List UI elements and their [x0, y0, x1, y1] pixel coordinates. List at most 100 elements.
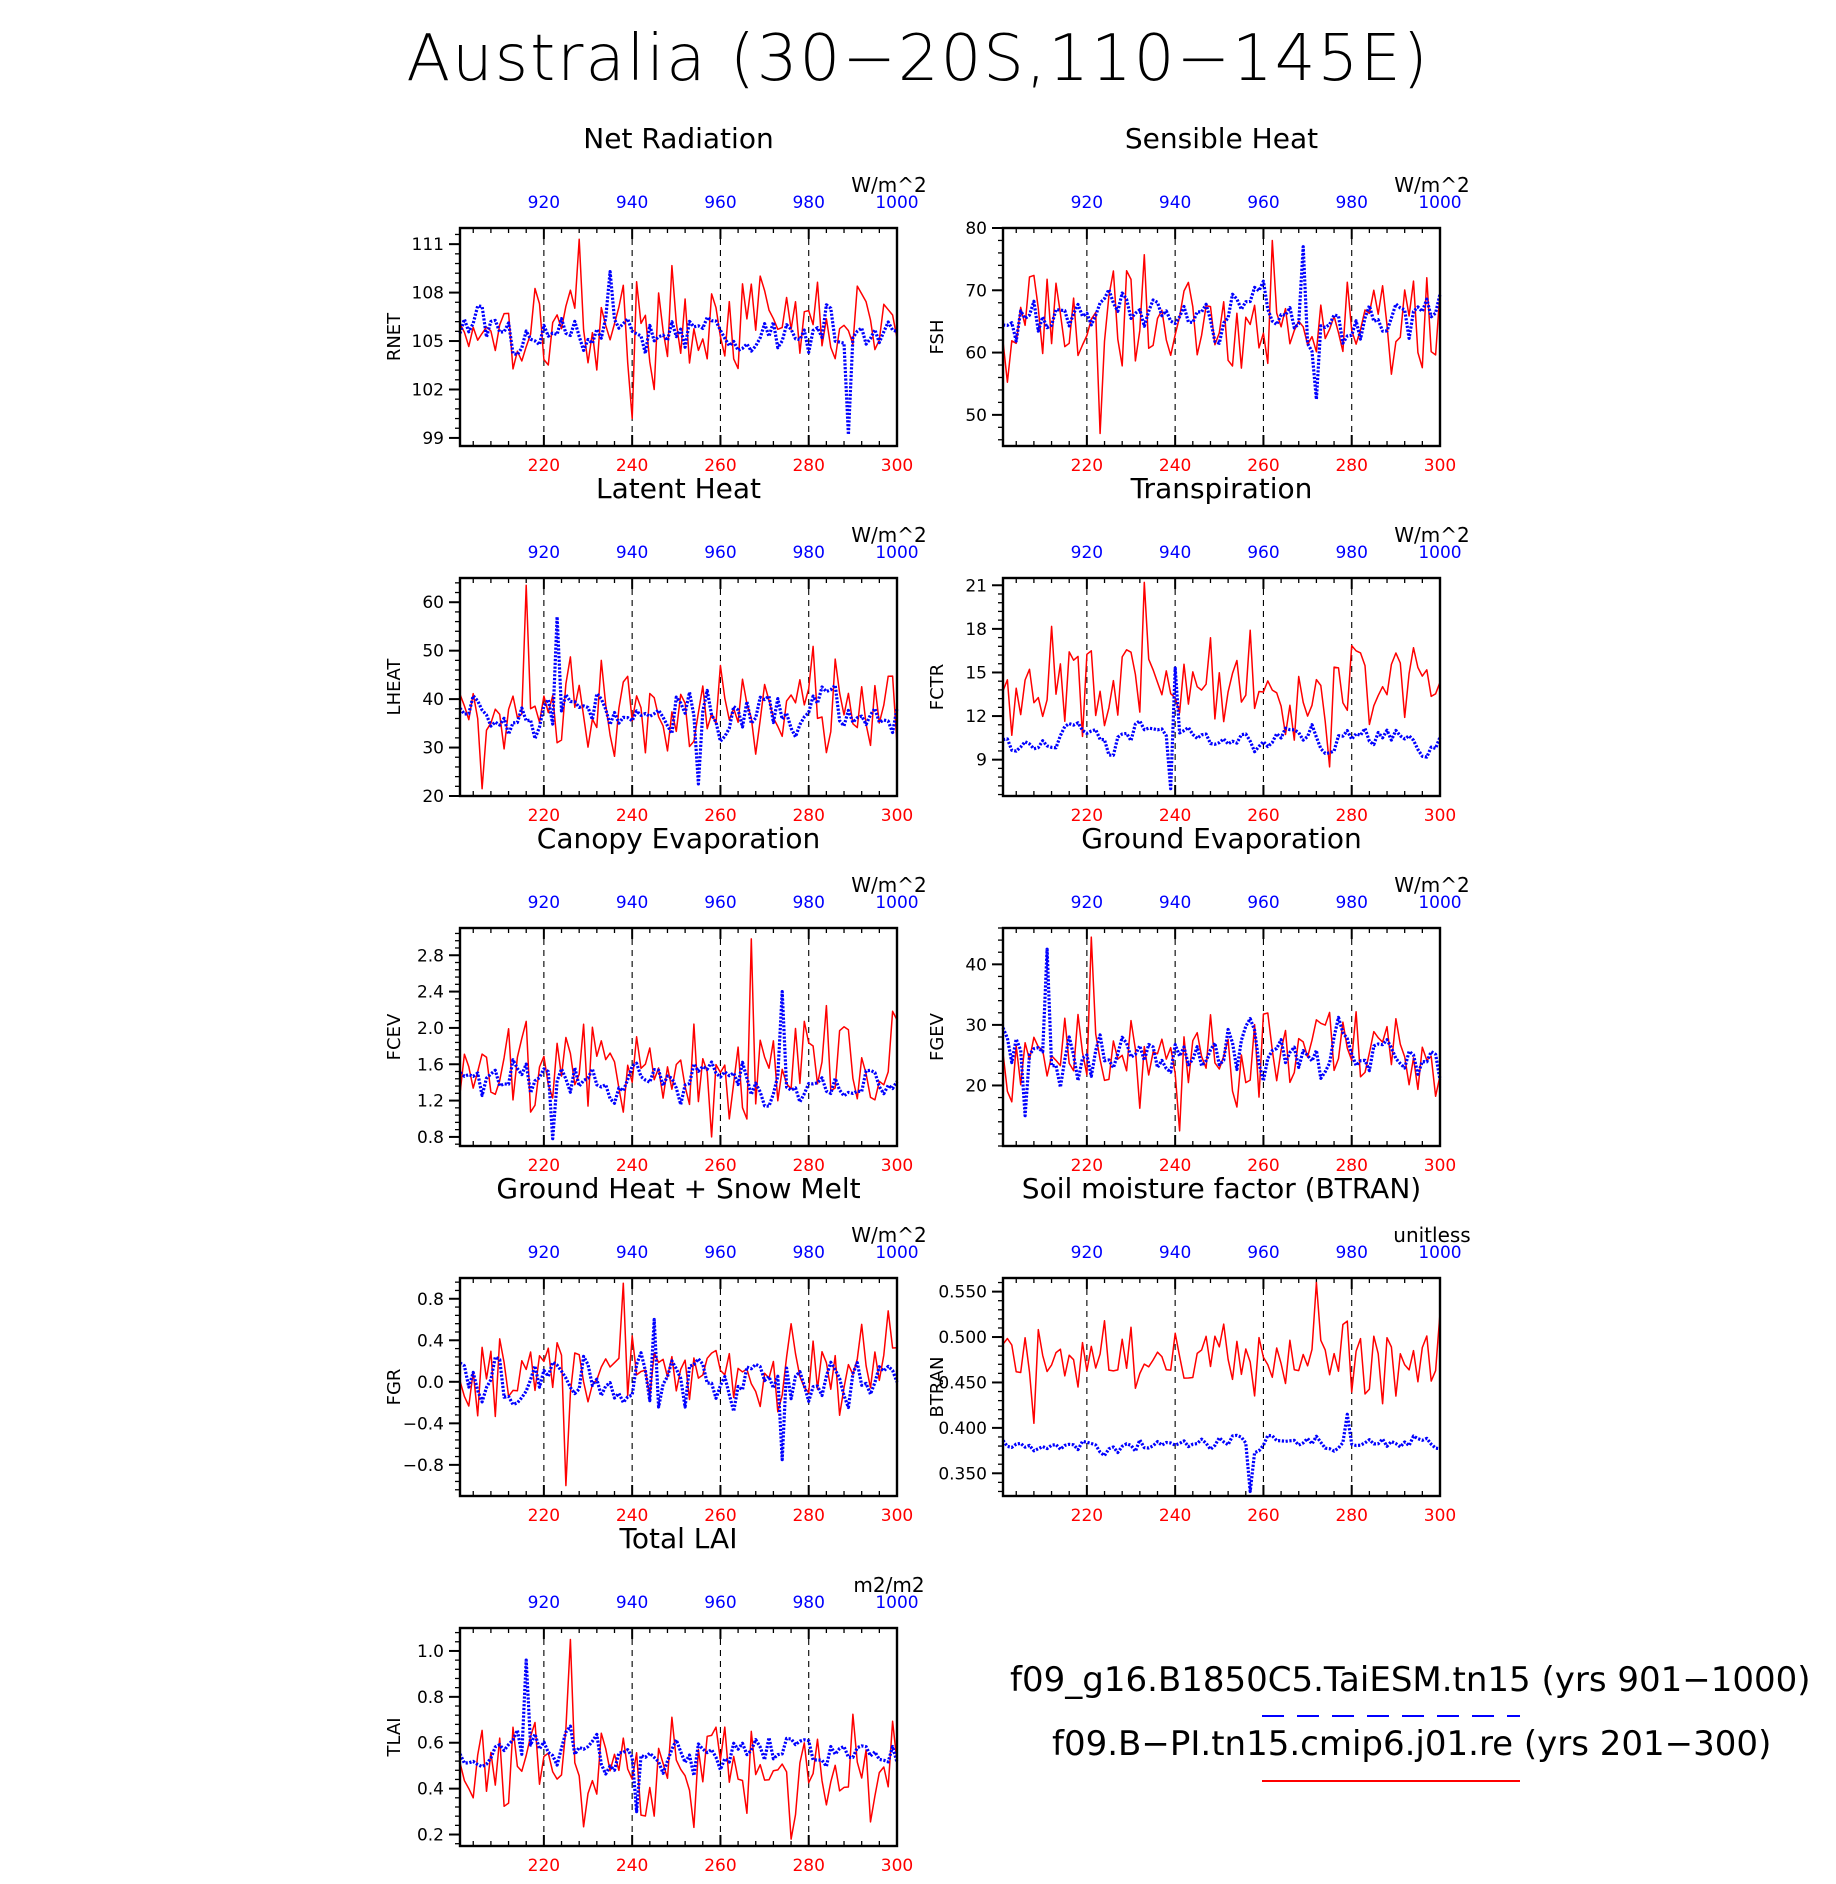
x-tick-label-bottom: 220 [1071, 806, 1103, 826]
x-tick-label-bottom: 260 [1247, 456, 1279, 476]
x-tick-label-bottom: 280 [1335, 806, 1367, 826]
x-tick-label-bottom: 280 [1335, 1156, 1367, 1176]
x-tick-label-bottom: 260 [704, 456, 736, 476]
x-tick-label-bottom: 220 [528, 1156, 560, 1176]
x-tick-label-bottom: 260 [704, 1506, 736, 1526]
x-tick-label-bottom: 240 [616, 1156, 648, 1176]
y-axis-label: FSH [927, 320, 948, 355]
series-line-blue [1001, 1412, 1441, 1494]
series-line-blue [458, 615, 899, 786]
x-tick-label-top: 960 [704, 893, 736, 913]
x-tick-label-top: 920 [528, 193, 560, 213]
x-tick-label-bottom: 280 [1335, 1506, 1367, 1526]
panel-6: Ground Evaporation W/m^2 FGEV 220 240 260 280 3… [927, 822, 1470, 1176]
y-tick-label: 21 [965, 576, 987, 596]
panel-title: Total LAI [619, 1522, 738, 1555]
series-line-blue [458, 270, 898, 437]
y-axis-label: FCEV [384, 1013, 405, 1060]
x-tick-label-top: 1000 [1418, 193, 1461, 213]
x-tick-label-top: 980 [792, 1593, 824, 1613]
series-line-red [459, 938, 898, 1138]
panel-3: Latent Heat W/m^2 LHEAT 220 240 260 280 300 920 9… [384, 472, 927, 826]
x-tick-label-top: 940 [1159, 543, 1191, 563]
x-tick-label-top: 980 [792, 543, 824, 563]
plot-frame [458, 1276, 899, 1498]
x-tick-label-top: 1000 [875, 1243, 918, 1263]
plot-frame [458, 926, 899, 1148]
series-line-red [459, 584, 898, 790]
x-tick-label-bottom: 300 [881, 456, 913, 476]
x-tick-label-top: 920 [1071, 193, 1103, 213]
y-tick-label: 20 [965, 1076, 987, 1096]
panel-4: Transpiration W/m^2 FCTR 220 240 260 280 300 920… [927, 472, 1470, 826]
series-line-red [1002, 239, 1441, 435]
x-tick-label-top: 1000 [875, 1593, 918, 1613]
panel-title: Latent Heat [596, 472, 761, 505]
units-label: W/m^2 [851, 523, 926, 547]
x-tick-label-top: 960 [1247, 1243, 1279, 1263]
x-tick-label-top: 960 [1247, 543, 1279, 563]
units-label: unitless [1393, 1223, 1470, 1247]
y-tick-label: 18 [965, 620, 987, 640]
y-tick-label: 0.8 [417, 1290, 444, 1310]
x-tick-label-top: 940 [616, 1593, 648, 1613]
x-tick-label-top: 1000 [1418, 543, 1461, 563]
panel-5: Canopy Evaporation W/m^2 FCEV 220 240 260 280 3… [384, 822, 927, 1176]
series-line-blue [458, 1658, 899, 1814]
y-tick-label: 0.550 [938, 1283, 987, 1303]
y-tick-label: 111 [412, 235, 444, 255]
y-tick-label: 40 [422, 690, 444, 710]
panel-title: Ground Evaporation [1081, 822, 1362, 855]
y-tick-label: 0.500 [938, 1328, 987, 1348]
x-tick-label-top: 960 [1247, 193, 1279, 213]
y-tick-label: 0.6 [417, 1734, 444, 1754]
y-axis-label: RNET [384, 312, 405, 361]
series-line-blue [1002, 666, 1442, 791]
x-tick-label-bottom: 280 [792, 1856, 824, 1876]
x-tick-label-top: 1000 [875, 543, 918, 563]
x-tick-label-top: 940 [616, 893, 648, 913]
y-tick-label: 108 [412, 284, 444, 304]
x-tick-label-bottom: 240 [616, 806, 648, 826]
y-tick-label: 1.2 [417, 1092, 444, 1112]
x-tick-label-top: 940 [616, 543, 648, 563]
x-tick-label-bottom: 300 [881, 806, 913, 826]
x-tick-label-top: 980 [1335, 193, 1367, 213]
plot-frame [1001, 1276, 1442, 1498]
x-tick-label-bottom: 240 [1159, 456, 1191, 476]
x-tick-label-bottom: 280 [792, 1506, 824, 1526]
x-tick-label-top: 980 [1335, 893, 1367, 913]
x-tick-label-bottom: 240 [1159, 1506, 1191, 1526]
y-axis-label: LHEAT [384, 658, 405, 716]
units-label: W/m^2 [1394, 873, 1469, 897]
x-tick-label-bottom: 240 [1159, 806, 1191, 826]
x-tick-label-bottom: 260 [704, 1856, 736, 1876]
x-tick-label-top: 980 [792, 193, 824, 213]
y-tick-label: 0.450 [938, 1373, 987, 1393]
y-tick-label: 30 [965, 1016, 987, 1036]
series-line-blue [1002, 245, 1442, 401]
plot-frame [1001, 576, 1442, 798]
panel-1: Net Radiation W/m^2 RNET 220 240 260 280 300 920… [384, 122, 927, 476]
x-tick-label-bottom: 300 [881, 1156, 913, 1176]
legend-entry-blue: f09_g16.B1850C5.TaiESM.tn15 (yrs 901−100… [1010, 1660, 1811, 1700]
x-tick-label-top: 940 [1159, 1243, 1191, 1263]
x-tick-label-bottom: 220 [1071, 1506, 1103, 1526]
x-tick-label-top: 960 [704, 1243, 736, 1263]
x-tick-label-top: 920 [1071, 893, 1103, 913]
x-tick-label-top: 960 [1247, 893, 1279, 913]
x-tick-label-bottom: 240 [616, 456, 648, 476]
y-tick-label: 50 [965, 406, 987, 426]
y-tick-label: 50 [422, 642, 444, 662]
x-tick-label-top: 980 [792, 893, 824, 913]
x-tick-label-top: 1000 [875, 893, 918, 913]
x-tick-label-top: 920 [528, 543, 560, 563]
panel-7: Ground Heat + Snow Melt W/m^2 FGR 220 240 260… [384, 1172, 927, 1526]
y-tick-label: 12 [965, 707, 987, 727]
units-label: W/m^2 [851, 173, 926, 197]
series-line-red [459, 238, 898, 420]
legend-entry-red: f09.B−PI.tn15.cmip6.j01.re (yrs 201−300) [1052, 1724, 1771, 1764]
x-tick-label-top: 920 [1071, 1243, 1103, 1263]
y-tick-label: 20 [422, 787, 444, 807]
